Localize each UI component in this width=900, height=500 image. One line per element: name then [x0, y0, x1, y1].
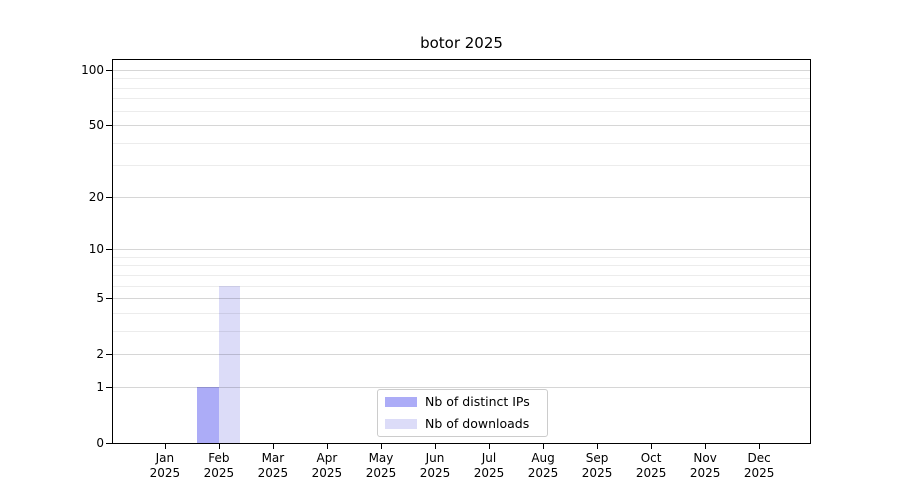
bar-distinct-ips-feb [197, 386, 219, 443]
gridline-major-1 [113, 386, 810, 388]
x-tick-apr [326, 444, 328, 449]
gridline-minor-60 [113, 110, 810, 112]
x-tick-jun [435, 444, 436, 449]
x-tick-label-feb: Feb 2025 [203, 451, 235, 480]
y-tick-label-100: 100 [81, 62, 104, 77]
x-tick-label-oct: Oct 2025 [635, 451, 667, 480]
x-tick-label-dec: Dec 2025 [743, 451, 775, 480]
x-tick-label-may: May 2025 [365, 451, 397, 480]
x-tick-label-sep: Sep 2025 [581, 451, 613, 480]
x-tick-label-nov: Nov 2025 [689, 451, 721, 480]
legend-label-downloads: Nb of downloads [425, 415, 530, 431]
y-tick-5 [106, 298, 113, 300]
y-tick-label-10: 10 [88, 242, 104, 257]
x-tick-may [380, 444, 382, 449]
x-tick-aug [543, 444, 545, 449]
gridline-minor-9 [113, 256, 810, 258]
gridline-minor-30 [113, 165, 810, 167]
gridline-major-100 [113, 69, 810, 71]
gridline-minor-80 [113, 87, 810, 89]
x-tick-label-apr: Apr 2025 [311, 451, 343, 480]
gridline-minor-6 [113, 285, 810, 287]
gridline-minor-4 [113, 312, 810, 314]
x-tick-jan [164, 444, 166, 449]
y-tick-label-5: 5 [96, 291, 104, 306]
y-tick-label-1: 1 [96, 379, 104, 394]
legend-label-distinct-ips: Nb of distinct IPs [425, 394, 530, 410]
y-tick-2 [106, 354, 113, 356]
x-tick-feb [218, 444, 220, 449]
x-tick-oct [651, 444, 653, 449]
y-tick-0 [106, 443, 113, 444]
gridline-major-50 [113, 125, 810, 127]
x-tick-jul [489, 444, 491, 449]
gridline-major-20 [113, 196, 810, 198]
y-tick-100 [106, 69, 113, 71]
y-tick-label-2: 2 [96, 347, 104, 362]
y-tick-label-0: 0 [96, 436, 104, 450]
x-tick-label-jul: Jul 2025 [473, 451, 505, 480]
gridline-major-10 [113, 249, 810, 251]
gridline-minor-90 [113, 78, 810, 80]
y-tick-1 [106, 386, 113, 388]
x-tick-label-aug: Aug 2025 [527, 451, 559, 480]
x-tick-label-jun: Jun 2025 [419, 451, 451, 480]
chart-title: botor 2025 [420, 34, 503, 52]
legend-row-downloads: Nb of downloads [385, 415, 540, 433]
legend: Nb of distinct IPs Nb of downloads [377, 389, 548, 437]
legend-swatch-downloads [385, 418, 417, 429]
gridline-minor-70 [113, 98, 810, 100]
gridline-minor-7 [113, 274, 810, 276]
y-tick-label-20: 20 [88, 189, 104, 204]
x-tick-dec [759, 444, 761, 449]
gridline-major-5 [113, 298, 810, 300]
y-tick-10 [106, 249, 113, 251]
gridline-minor-3 [113, 330, 810, 332]
x-tick-label-jan: Jan 2025 [149, 451, 181, 480]
x-tick-mar [272, 444, 274, 449]
gridline-major-2 [113, 354, 810, 356]
y-tick-label-50: 50 [88, 118, 104, 133]
x-tick-label-mar: Mar 2025 [257, 451, 289, 480]
y-tick-20 [106, 196, 113, 198]
x-tick-nov [705, 444, 707, 449]
y-tick-50 [106, 125, 113, 127]
legend-row-distinct-ips: Nb of distinct IPs [385, 393, 540, 411]
legend-swatch-distinct-ips [385, 397, 417, 408]
bar-downloads-feb [218, 285, 241, 443]
gridline-minor-8 [113, 265, 810, 267]
x-tick-sep [597, 444, 599, 449]
gridline-minor-40 [113, 142, 810, 144]
